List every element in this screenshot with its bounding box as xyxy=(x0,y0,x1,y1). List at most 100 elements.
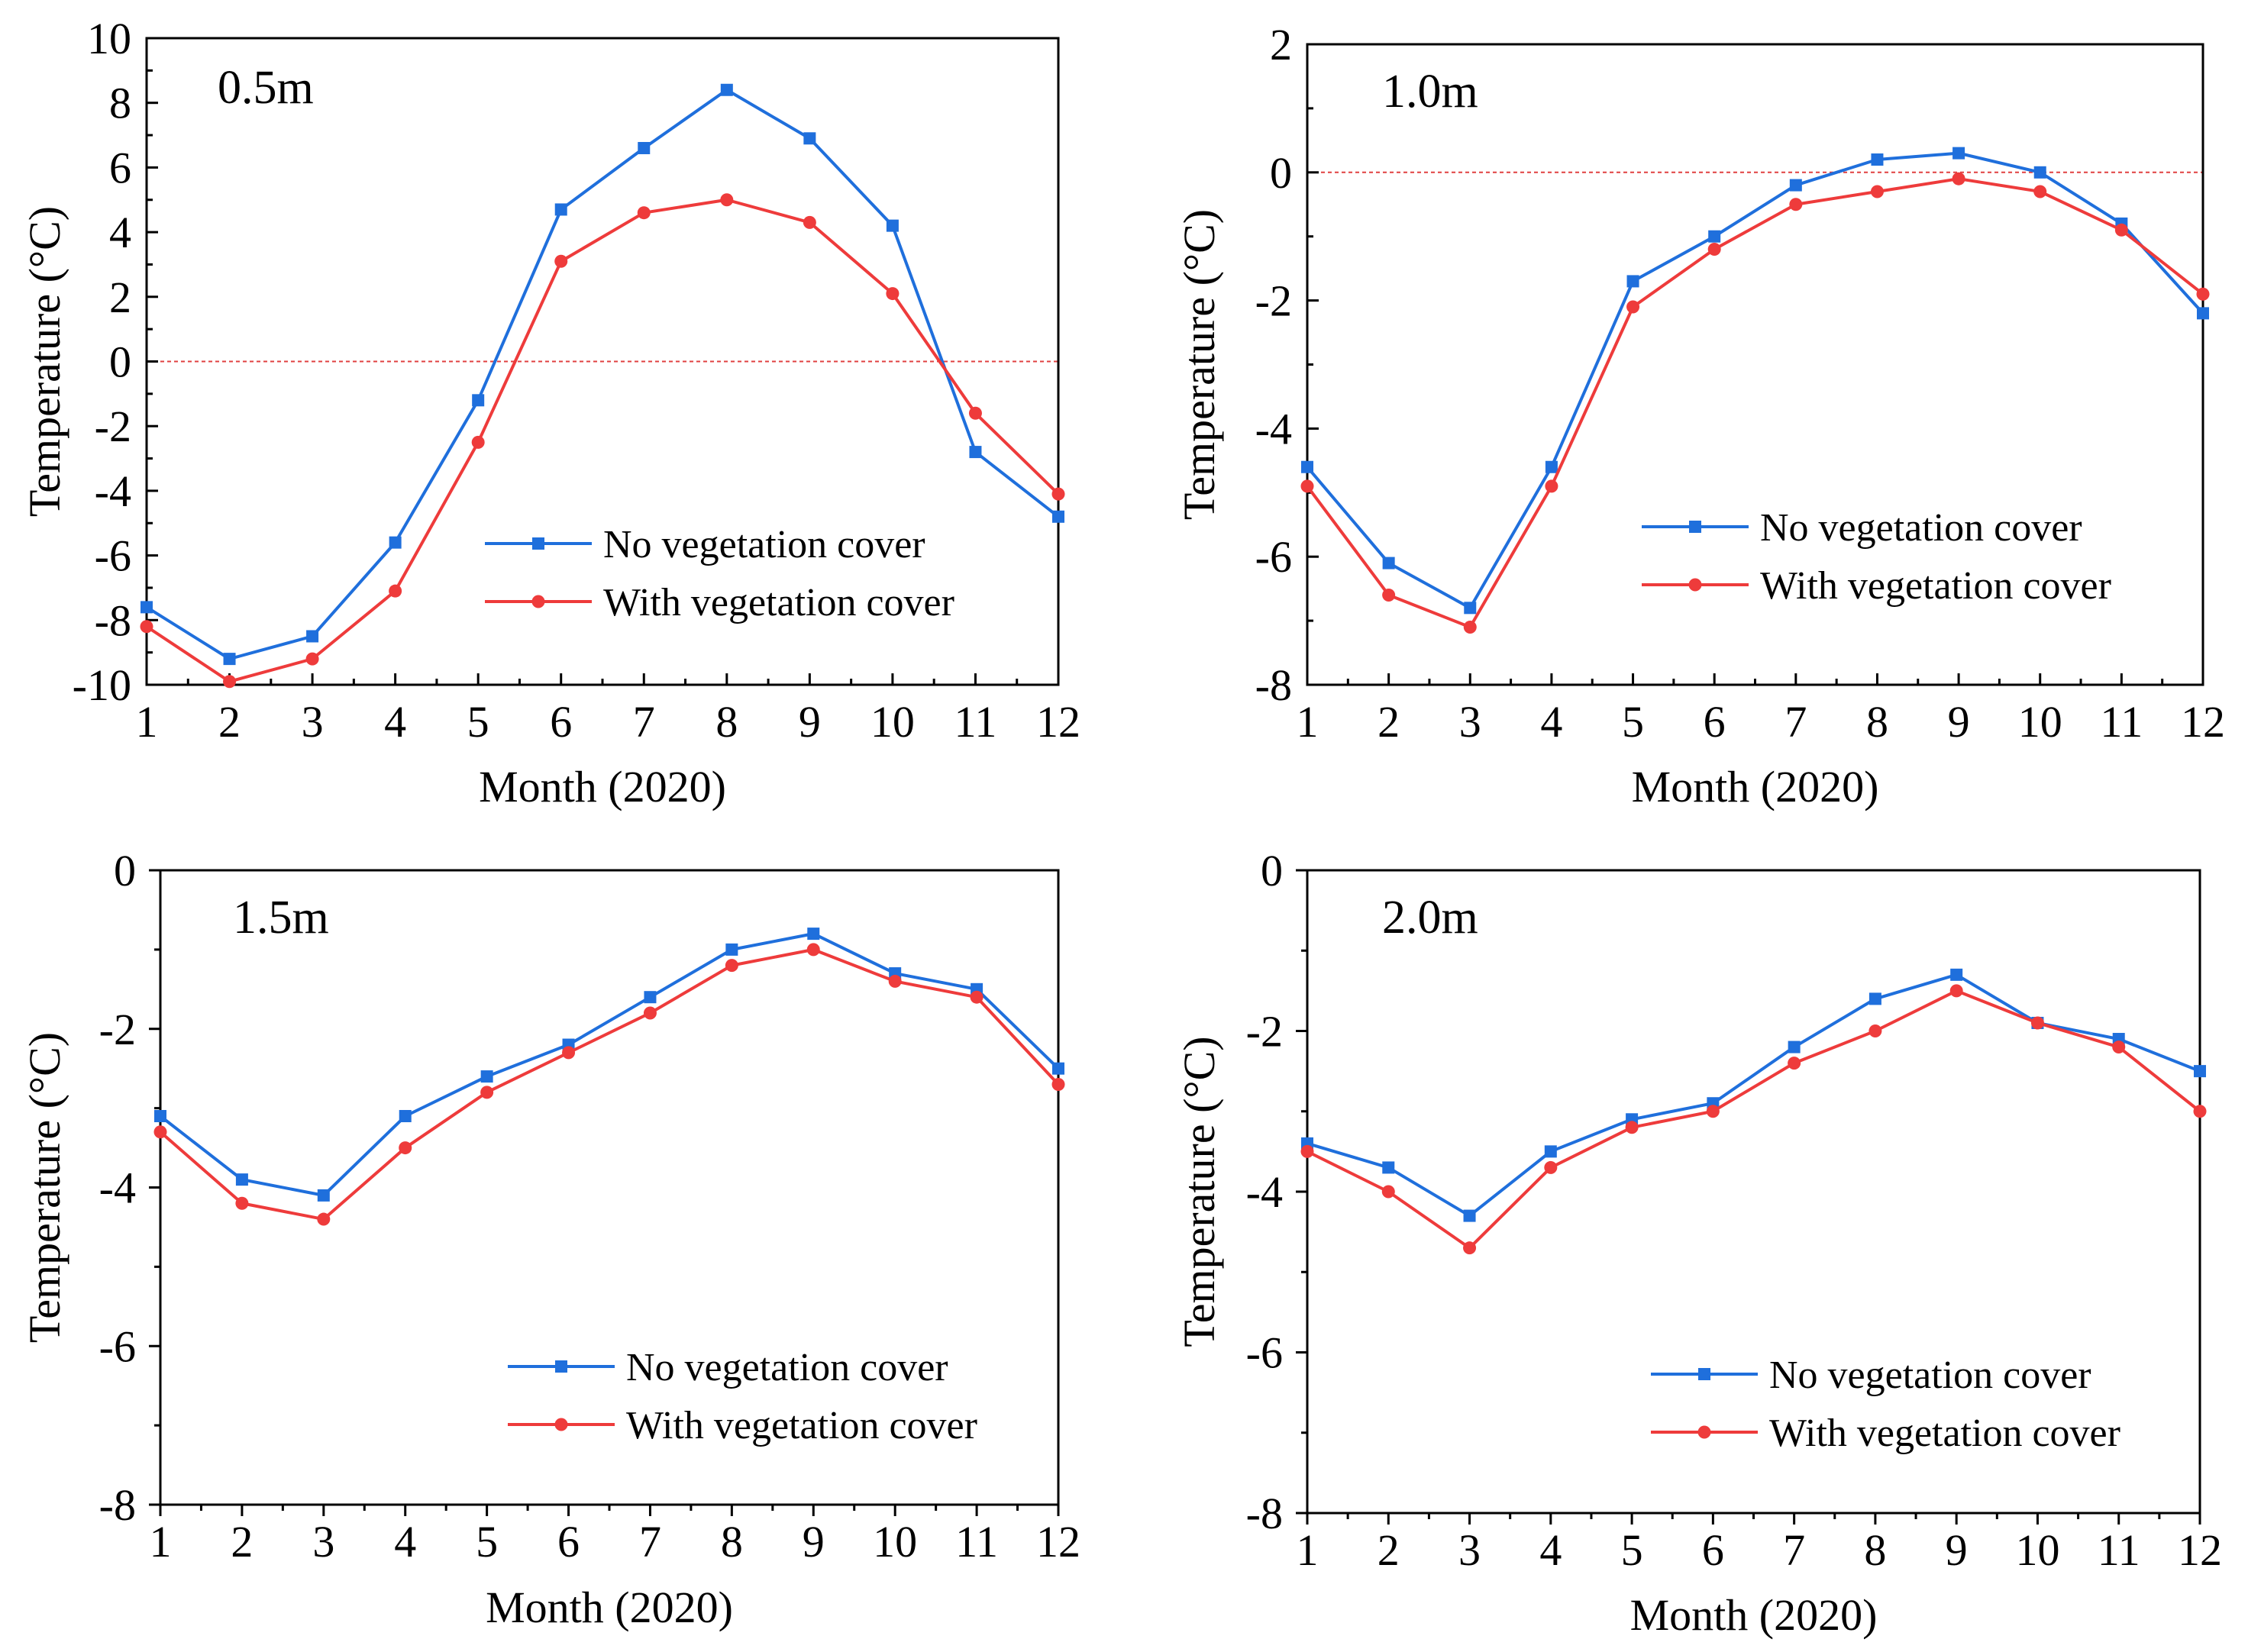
with-vegetation-data-point xyxy=(1051,1077,1065,1091)
legend-entry-label: No vegetation cover xyxy=(1769,1354,2091,1397)
with-vegetation-data-point xyxy=(803,215,816,229)
x-axis-title: Month (2020) xyxy=(1630,1590,1878,1640)
with-vegetation-data-point xyxy=(471,435,485,449)
with-vegetation-data-point xyxy=(317,1212,331,1226)
no-vegetation-data-point xyxy=(1789,179,1802,192)
no-vegetation-data-point xyxy=(725,943,738,956)
x-tick-label: 9 xyxy=(1946,1525,1968,1575)
y-axis-title: Temperature (°C) xyxy=(20,206,69,517)
legend-entry-label: With vegetation cover xyxy=(1760,564,2111,608)
no-vegetation-data-point xyxy=(1950,968,1963,981)
with-vegetation-data-point xyxy=(2193,1105,2207,1118)
no-vegetation-data-point xyxy=(807,928,820,941)
no-vegetation-data-point xyxy=(2033,166,2046,179)
x-tick-label: 4 xyxy=(394,1517,416,1566)
y-tick-label: -8 xyxy=(99,1480,136,1530)
x-tick-label: 2 xyxy=(231,1517,253,1566)
x-axis-title: Month (2020) xyxy=(479,762,726,811)
with-vegetation-data-point xyxy=(1706,1105,1720,1118)
x-tick-label: 9 xyxy=(1948,697,1970,747)
x-tick-label: 10 xyxy=(2018,697,2062,747)
with-vegetation-data-point xyxy=(153,1125,167,1139)
no-vegetation-data-point xyxy=(2197,307,2209,320)
no-vegetation-data-point xyxy=(317,1189,330,1202)
x-tick-label: 7 xyxy=(639,1517,661,1566)
x-tick-label: 12 xyxy=(1036,697,1080,747)
with-vegetation-data-point xyxy=(235,1196,249,1210)
legend-square-marker xyxy=(555,1360,567,1373)
no-vegetation-data-point xyxy=(2194,1065,2206,1078)
no-vegetation-series-line xyxy=(1306,973,2201,1218)
y-tick-label: -4 xyxy=(99,1163,136,1213)
x-tick-label: 6 xyxy=(1702,1525,1724,1575)
y-axis-title: Temperature (°C) xyxy=(20,1032,69,1343)
y-tick-label: -8 xyxy=(95,595,131,645)
with-vegetation-series-line xyxy=(1306,989,2201,1250)
no-vegetation-series-line xyxy=(145,88,1060,661)
no-vegetation-data-point xyxy=(644,991,657,1004)
x-axis-title: Month (2020) xyxy=(1632,762,1879,811)
x-tick-label: 6 xyxy=(1704,697,1726,747)
with-vegetation-series-line xyxy=(159,947,1060,1221)
y-tick-label: 8 xyxy=(109,79,131,128)
y-axis-title: Temperature (°C) xyxy=(1174,1036,1224,1347)
with-vegetation-data-point xyxy=(1870,185,1884,198)
no-vegetation-data-point xyxy=(1871,153,1884,166)
y-tick-label: -2 xyxy=(1246,1007,1283,1057)
no-vegetation-data-point xyxy=(969,446,982,459)
panel-depth-label: 1.5m xyxy=(233,892,329,944)
no-vegetation-data-point xyxy=(306,630,319,643)
x-tick-label: 9 xyxy=(799,697,821,747)
x-tick-label: 3 xyxy=(1458,1525,1481,1575)
x-tick-label: 6 xyxy=(557,1517,580,1566)
with-vegetation-data-point xyxy=(637,206,651,220)
with-vegetation-data-point xyxy=(1544,1160,1558,1174)
with-vegetation-data-point xyxy=(968,406,982,420)
no-vegetation-data-point xyxy=(638,141,651,154)
y-tick-label: 0 xyxy=(1270,148,1292,198)
with-vegetation-data-point xyxy=(720,193,734,207)
with-vegetation-data-point xyxy=(970,990,984,1004)
x-tick-label: 2 xyxy=(1378,1525,1400,1575)
with-vegetation-data-point xyxy=(1788,1057,1801,1070)
x-tick-label: 2 xyxy=(1378,697,1400,747)
x-tick-label: 10 xyxy=(870,697,915,747)
with-vegetation-data-point xyxy=(1463,1241,1477,1255)
with-vegetation-data-point xyxy=(806,943,820,957)
with-vegetation-data-point xyxy=(1952,172,1965,186)
with-vegetation-data-point xyxy=(2030,1016,2044,1030)
with-vegetation-data-point xyxy=(1545,479,1558,493)
legend-entry-label: No vegetation cover xyxy=(626,1346,948,1389)
no-vegetation-data-point xyxy=(480,1070,493,1083)
no-vegetation-data-point xyxy=(1708,230,1721,243)
with-vegetation-data-point xyxy=(140,620,153,634)
legend-square-marker xyxy=(532,537,544,550)
with-vegetation-data-point xyxy=(2033,185,2047,198)
no-vegetation-data-point xyxy=(1952,147,1965,160)
with-vegetation-data-point xyxy=(888,974,902,988)
with-vegetation-data-point xyxy=(1625,1121,1639,1134)
y-tick-label: -4 xyxy=(1246,1167,1283,1217)
x-tick-label: 9 xyxy=(803,1517,825,1566)
with-vegetation-data-point xyxy=(2114,223,2128,237)
with-vegetation-data-point xyxy=(1707,242,1721,256)
y-tick-label: 0 xyxy=(109,337,131,387)
with-vegetation-data-point xyxy=(1868,1024,1882,1037)
x-tick-label: 8 xyxy=(721,1517,743,1566)
no-vegetation-data-point xyxy=(235,1173,248,1186)
x-tick-label: 5 xyxy=(1622,697,1644,747)
with-vegetation-data-point xyxy=(1300,1144,1314,1158)
no-vegetation-data-point xyxy=(803,132,816,145)
y-tick-label: -6 xyxy=(99,1321,136,1371)
with-vegetation-data-point xyxy=(1463,620,1477,634)
x-tick-label: 8 xyxy=(1866,697,1888,747)
with-vegetation-series-line xyxy=(1306,177,2204,629)
with-vegetation-data-point xyxy=(305,652,319,666)
x-tick-label: 4 xyxy=(384,697,406,747)
no-vegetation-data-point xyxy=(1464,602,1477,615)
no-vegetation-series-line xyxy=(159,932,1060,1197)
